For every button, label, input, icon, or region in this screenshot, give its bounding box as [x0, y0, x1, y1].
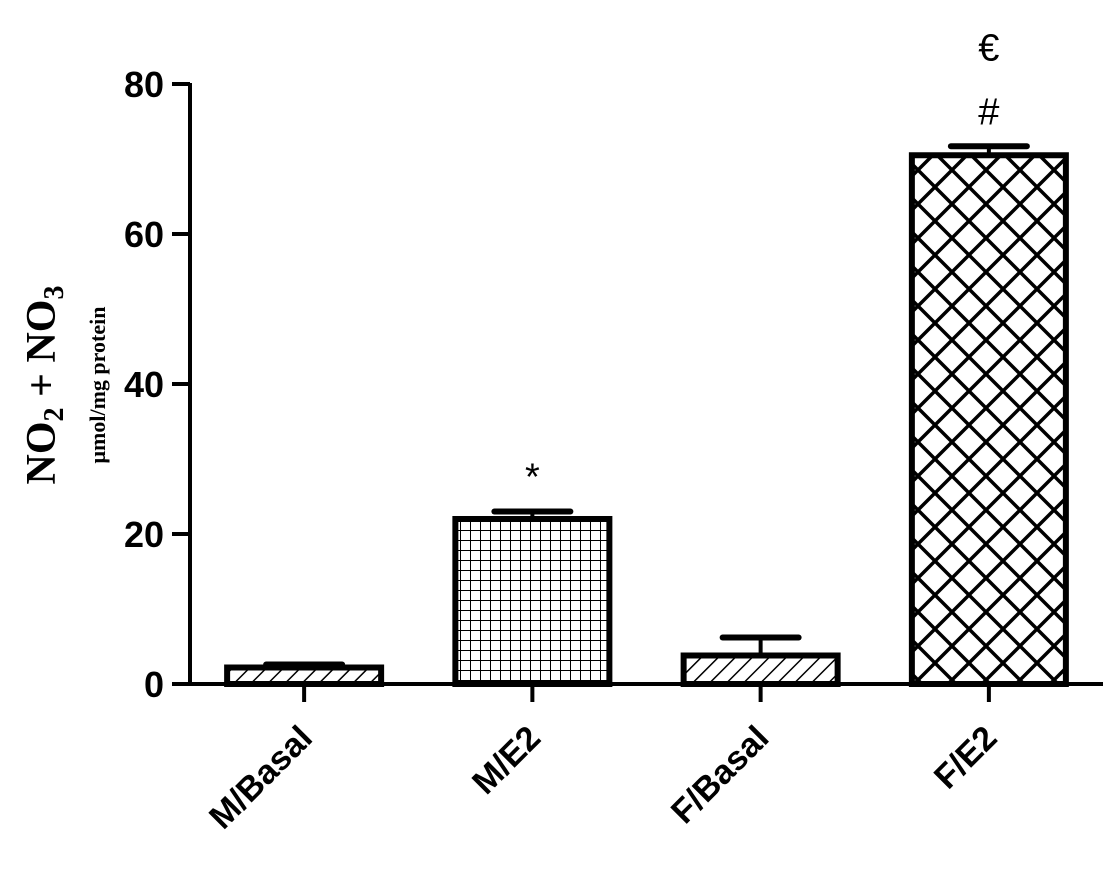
- x-category-label: M/E2: [465, 719, 548, 802]
- svg-text:NO2 + NO3: NO2 + NO3: [19, 286, 70, 485]
- significance-marker: *: [525, 457, 540, 499]
- x-category-label: M/Basal: [202, 719, 320, 837]
- y-tick-label: 80: [124, 64, 164, 105]
- y-tick-label: 20: [124, 514, 164, 555]
- y-axis-title-subscript: 2: [39, 407, 70, 421]
- y-axis-unit: μmol/mg protein: [85, 307, 110, 464]
- y-axis-title: NO2 + NO3 μmol/mg protein: [19, 286, 110, 485]
- bar-f-basal: [680, 652, 841, 687]
- bar-m-basal: [224, 664, 385, 687]
- y-tick-label: 40: [124, 364, 164, 405]
- bar-m-e2: [452, 516, 613, 687]
- bars: [224, 143, 1069, 687]
- y-axis-title-subscript: 3: [39, 286, 70, 300]
- y-tick-label: 60: [124, 214, 164, 255]
- y-axis-title-part: + NO: [19, 300, 65, 408]
- x-category-label: F/E2: [927, 719, 1005, 797]
- labels: M/Basal M/E2 F/Basal F/E2 * € #: [202, 27, 1004, 836]
- y-tick-label: 0: [144, 664, 164, 705]
- bar-f-e2: [908, 152, 1069, 687]
- significance-marker: #: [978, 91, 999, 133]
- x-category-label: F/Basal: [664, 719, 776, 831]
- significance-marker: €: [978, 27, 999, 69]
- y-axis-title-part: NO: [19, 421, 65, 484]
